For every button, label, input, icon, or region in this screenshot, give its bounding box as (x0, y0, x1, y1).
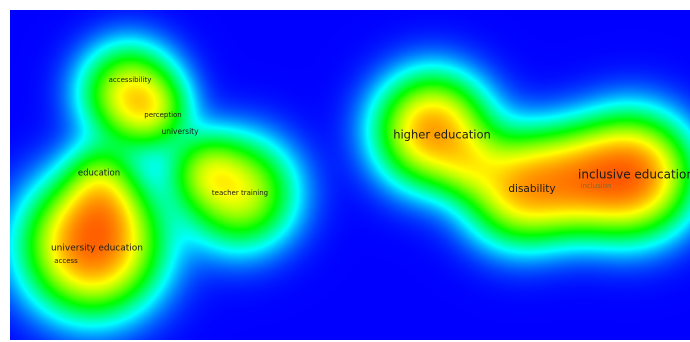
term-label-teacher-training[interactable]: teacher training (212, 189, 268, 197)
term-label-higher-education[interactable]: higher education (393, 128, 491, 142)
term-label-inclusive-education[interactable]: inclusive education (578, 168, 690, 182)
term-label-access[interactable]: access (54, 257, 78, 265)
term-label-university[interactable]: university (161, 127, 199, 136)
term-labels: accessibility perception university educati… (51, 76, 690, 265)
term-label-university-education[interactable]: university education (51, 244, 143, 254)
term-label-inclusion[interactable]: inclusion (581, 182, 612, 190)
term-label-disability[interactable]: disability (508, 183, 555, 195)
term-label-accessibility[interactable]: accessibility (109, 76, 152, 84)
term-label-education[interactable]: education (78, 169, 120, 179)
map-border-top (0, 0, 690, 10)
term-label-perception[interactable]: perception (144, 111, 181, 119)
density-heatmap (10, 10, 690, 340)
map-border-left (0, 0, 10, 342)
